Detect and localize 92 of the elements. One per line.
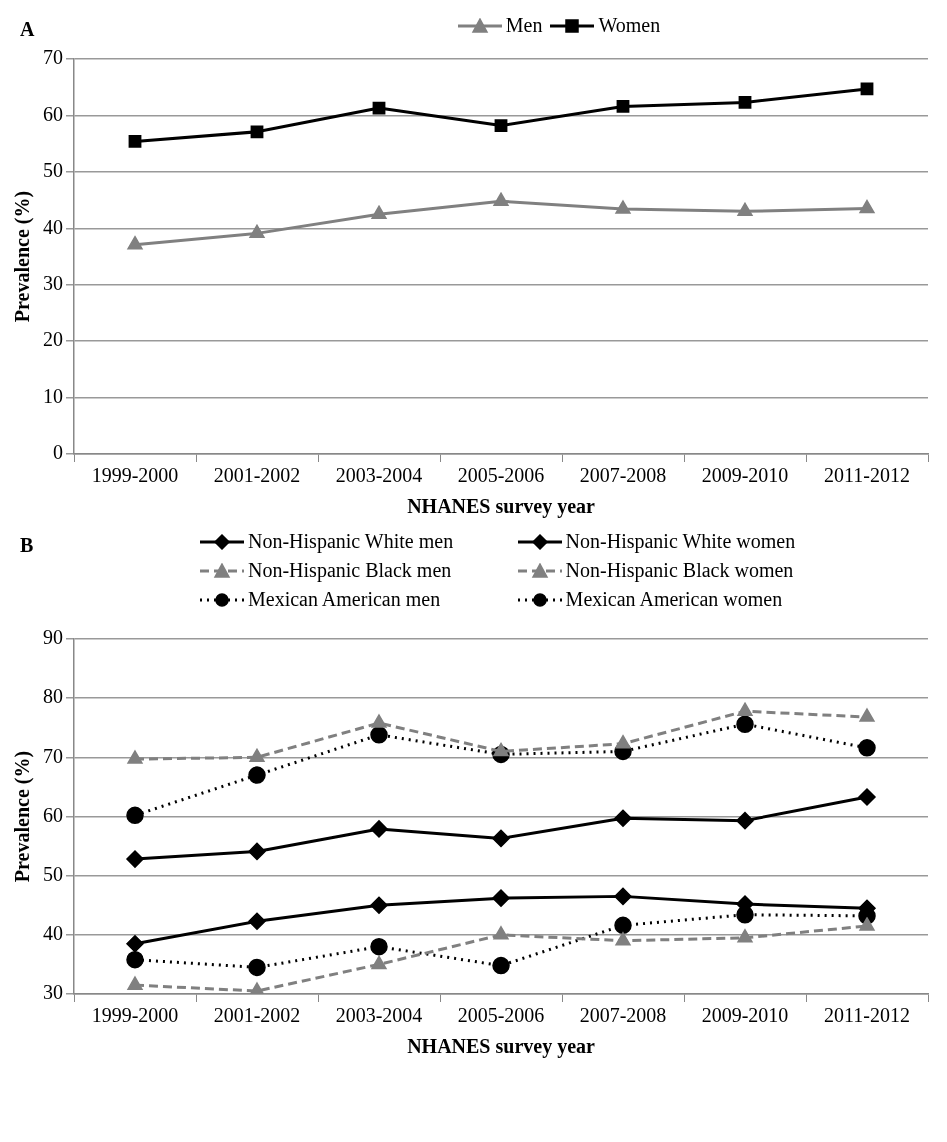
point [370, 896, 388, 914]
point [249, 224, 265, 239]
point [248, 842, 266, 861]
point [126, 850, 144, 868]
x-tick-label: 2009-2010 [701, 1004, 789, 1027]
legend-label: Non-Hispanic Black women [565, 559, 794, 582]
x-tick-label: 2005-2006 [457, 464, 545, 487]
point [737, 929, 753, 943]
y-axis-title: Prevalence (%) [11, 750, 35, 883]
point [858, 788, 876, 806]
point [614, 887, 632, 906]
x-axis-title: NHANES survey year [407, 495, 595, 519]
point [250, 125, 264, 139]
x-tick-label: 2011-2012 [824, 1004, 910, 1027]
x-tick-label: 2001-2002 [213, 464, 301, 487]
point [493, 742, 509, 757]
point [493, 926, 509, 940]
point [736, 811, 754, 830]
point [615, 200, 631, 214]
point [614, 809, 632, 828]
legend-label: Mexican American women [565, 588, 783, 611]
x-tick-label: 2009-2010 [701, 464, 789, 487]
chart-title: A [19, 17, 36, 41]
point [249, 748, 265, 763]
x-tick-label: 2003-2004 [335, 464, 423, 487]
y-tick-label: 30 [43, 271, 63, 294]
legend-label: Men [505, 14, 543, 37]
point [737, 702, 753, 716]
y-tick-label: 40 [43, 922, 63, 945]
point [738, 96, 752, 109]
point [371, 205, 387, 219]
y-tick-label: 10 [43, 384, 63, 407]
point [372, 101, 386, 115]
chart-title: B [19, 533, 35, 557]
y-axis-title: Prevalence (%) [11, 190, 35, 323]
point [248, 958, 266, 977]
y-tick-label: 70 [43, 46, 63, 69]
point [859, 917, 875, 931]
y-tick-label: 80 [43, 685, 63, 708]
y-tick-label: 50 [43, 159, 63, 182]
point [492, 889, 510, 907]
y-tick-label: 30 [43, 981, 63, 1004]
x-tick-label: 2007-2008 [579, 464, 667, 487]
x-tick-label: 2007-2008 [579, 1004, 667, 1027]
x-tick-label: 1999-2000 [91, 1004, 179, 1027]
point [248, 766, 266, 784]
point [616, 99, 630, 113]
x-tick-label: 2003-2004 [335, 1004, 423, 1027]
point [492, 829, 510, 848]
point [126, 934, 144, 953]
y-tick-label: 50 [43, 862, 63, 885]
point [370, 726, 388, 744]
point [859, 708, 875, 722]
point [370, 937, 388, 956]
point [493, 192, 509, 206]
point [614, 916, 632, 935]
point [371, 955, 387, 970]
y-tick-label: 70 [43, 744, 63, 767]
y-tick-label: 60 [43, 102, 63, 125]
point [736, 715, 754, 733]
point [492, 956, 510, 975]
point [494, 119, 508, 132]
y-tick-label: 0 [53, 441, 63, 464]
point [126, 806, 144, 825]
point [615, 932, 631, 946]
x-axis-title: NHANES survey year [407, 1035, 595, 1059]
point [126, 950, 144, 969]
point [858, 739, 876, 757]
y-tick-label: 60 [43, 803, 63, 826]
point [371, 714, 387, 728]
y-tick-label: 90 [43, 626, 63, 649]
legend-label: Non-Hispanic Black men [248, 559, 452, 582]
point [128, 134, 142, 148]
x-tick-label: 2005-2006 [457, 1004, 545, 1027]
point [248, 912, 266, 930]
point [370, 820, 388, 838]
x-tick-label: 2011-2012 [824, 464, 910, 487]
y-tick-label: 40 [43, 215, 63, 238]
y-tick-label: 20 [43, 328, 63, 351]
point [615, 734, 631, 749]
legend-label: Non-Hispanic White men [248, 530, 454, 553]
point [127, 976, 143, 990]
point [737, 202, 753, 217]
legend-label: Mexican American men [248, 588, 441, 611]
legend-label: Women [598, 14, 661, 37]
point [858, 899, 876, 917]
point [127, 750, 143, 764]
point [859, 199, 875, 214]
x-tick-label: 2001-2002 [213, 1004, 301, 1027]
x-tick-label: 1999-2000 [91, 464, 179, 487]
legend-label: Non-Hispanic White women [565, 530, 796, 553]
point [127, 235, 143, 250]
